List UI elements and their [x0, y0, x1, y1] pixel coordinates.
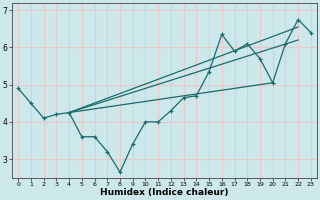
- X-axis label: Humidex (Indice chaleur): Humidex (Indice chaleur): [100, 188, 229, 197]
